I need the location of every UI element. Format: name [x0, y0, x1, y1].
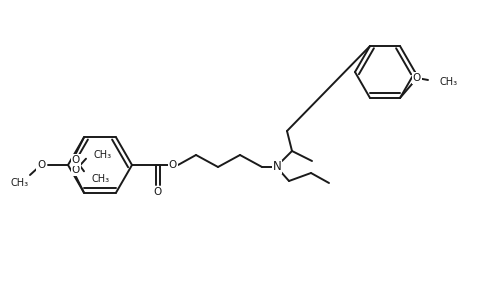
Text: CH₃: CH₃: [439, 77, 457, 87]
Text: CH₃: CH₃: [11, 178, 29, 188]
Text: O: O: [412, 73, 420, 83]
Text: O: O: [72, 165, 80, 175]
Text: O: O: [37, 160, 45, 170]
Text: O: O: [168, 160, 177, 170]
Text: O: O: [153, 187, 162, 197]
Text: N: N: [272, 160, 281, 173]
Text: CH₃: CH₃: [92, 174, 110, 184]
Text: CH₃: CH₃: [94, 150, 112, 160]
Text: O: O: [72, 155, 80, 165]
